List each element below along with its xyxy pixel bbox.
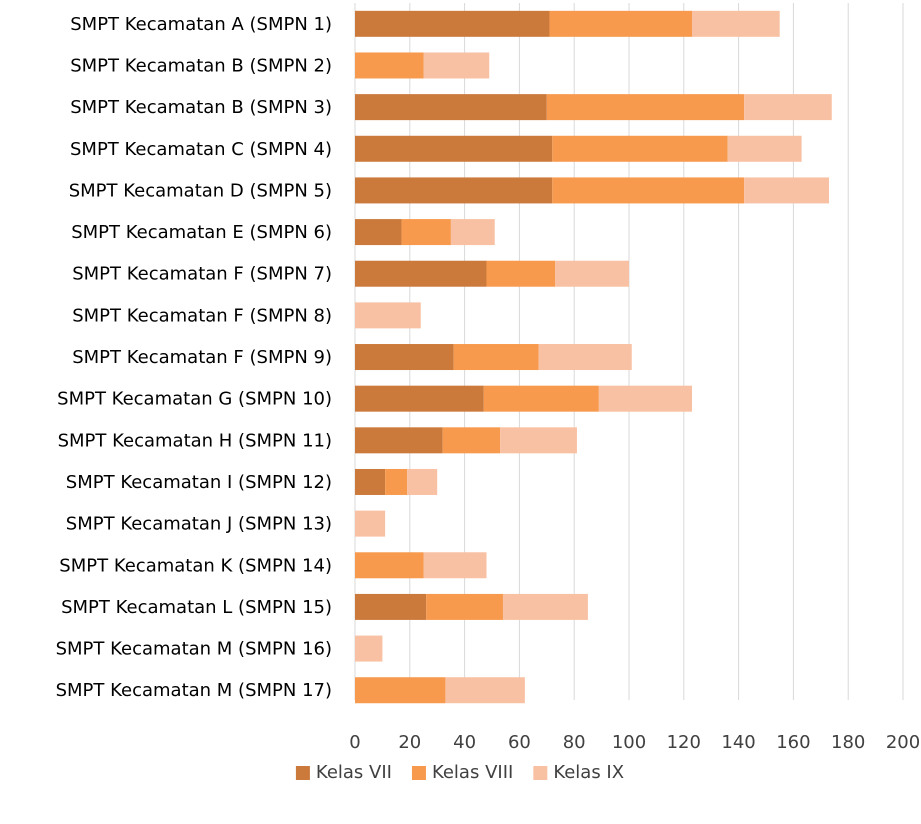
bar-segment <box>355 94 547 121</box>
bar-segment <box>502 593 588 620</box>
category-label: SMPT Kecamatan F (SMPN 8) <box>72 305 332 326</box>
bar-segment <box>355 385 484 412</box>
legend-swatch <box>533 766 548 780</box>
bars-group <box>355 10 832 704</box>
bar-segment <box>538 344 632 371</box>
bar-segment <box>355 135 553 162</box>
bar-segment <box>546 94 745 121</box>
legend-label: Kelas VII <box>316 762 392 783</box>
bar-segment <box>423 52 490 79</box>
bar-segment <box>692 10 780 37</box>
x-tick-label: 180 <box>831 732 865 753</box>
bar-segment <box>355 635 383 662</box>
category-label: SMPT Kecamatan D (SMPN 5) <box>69 180 332 201</box>
category-label: SMPT Kecamatan M (SMPN 17) <box>56 680 332 701</box>
bar-segment <box>355 677 446 704</box>
legend-swatch <box>295 766 310 780</box>
category-label: SMPT Kecamatan E (SMPN 6) <box>71 222 332 243</box>
category-label: SMPT Kecamatan F (SMPN 7) <box>72 264 332 285</box>
x-tick-label: 200 <box>886 732 920 753</box>
bar-segment <box>598 385 693 412</box>
category-labels: SMPT Kecamatan A (SMPN 1) SMPT Kecamatan … <box>56 14 332 701</box>
x-tick-label: 20 <box>398 732 421 753</box>
bar-segment <box>355 468 386 495</box>
category-label: SMPT Kecamatan B (SMPN 2) <box>70 55 332 76</box>
category-label: SMPT Kecamatan K (SMPN 14) <box>59 555 332 576</box>
bar-segment <box>355 52 424 79</box>
bar-segment <box>744 94 832 121</box>
bar-segment <box>407 468 438 495</box>
bar-segment <box>442 427 501 454</box>
bar-segment <box>355 260 487 287</box>
bar-segment <box>727 135 802 162</box>
bar-segment <box>483 385 599 412</box>
bar-segment <box>355 552 424 579</box>
bar-segment <box>355 593 427 620</box>
bar-segment <box>445 677 525 704</box>
legend-label: Kelas VIII <box>432 762 513 783</box>
x-tick-label: 60 <box>508 732 531 753</box>
category-label: SMPT Kecamatan I (SMPN 12) <box>66 472 332 493</box>
bar-segment <box>385 468 408 495</box>
category-label: SMPT Kecamatan L (SMPN 15) <box>61 597 332 618</box>
category-label: SMPT Kecamatan J (SMPN 13) <box>66 514 332 535</box>
x-tick-label: 80 <box>563 732 586 753</box>
bar-segment <box>549 10 693 37</box>
bar-segment <box>450 219 495 246</box>
x-tick-label: 140 <box>721 732 755 753</box>
x-tick-label: 40 <box>453 732 476 753</box>
bar-segment <box>500 427 577 454</box>
bar-segment <box>401 219 451 246</box>
x-tick-label: 120 <box>667 732 701 753</box>
bar-segment <box>355 302 421 329</box>
category-label: SMPT Kecamatan A (SMPN 1) <box>70 14 332 35</box>
category-label: SMPT Kecamatan H (SMPN 11) <box>58 430 332 451</box>
category-label: SMPT Kecamatan F (SMPN 9) <box>72 347 332 368</box>
legend-label: Kelas IX <box>553 762 624 783</box>
bar-segment <box>355 10 550 37</box>
x-tick-label: 0 <box>349 732 360 753</box>
bar-segment <box>552 177 745 204</box>
bar-segment <box>453 344 539 371</box>
x-tick-label: 160 <box>776 732 810 753</box>
bar-segment <box>423 552 487 579</box>
legend-swatch <box>411 766 426 780</box>
legend: Kelas VII Kelas VIII Kelas IX <box>295 762 624 783</box>
bar-segment <box>555 260 629 287</box>
category-label: SMPT Kecamatan M (SMPN 16) <box>56 639 332 660</box>
bar-segment <box>355 344 454 371</box>
bar-segment <box>355 219 402 246</box>
x-axis-tick-labels: 0 20 40 60 80 100 120 140 160 180 200 <box>349 732 920 753</box>
bar-segment <box>355 177 553 204</box>
bar-segment <box>486 260 556 287</box>
x-tick-label: 100 <box>612 732 646 753</box>
bar-segment <box>744 177 830 204</box>
category-label: SMPT Kecamatan C (SMPN 4) <box>70 139 332 160</box>
bar-segment <box>355 510 386 537</box>
category-label: SMPT Kecamatan G (SMPN 10) <box>57 389 332 410</box>
category-label: SMPT Kecamatan B (SMPN 3) <box>70 97 332 118</box>
bar-segment <box>426 593 503 620</box>
bar-segment <box>355 427 443 454</box>
bar-segment <box>552 135 728 162</box>
